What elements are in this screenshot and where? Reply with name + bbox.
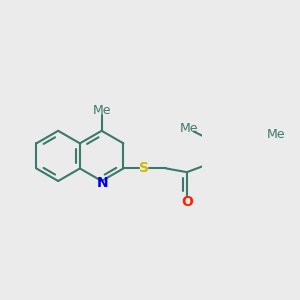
Text: Me: Me — [92, 103, 111, 117]
Text: N: N — [97, 176, 108, 190]
Text: S: S — [139, 161, 149, 176]
Text: Me: Me — [266, 128, 285, 141]
Text: Me: Me — [180, 122, 199, 135]
Text: O: O — [181, 195, 193, 209]
